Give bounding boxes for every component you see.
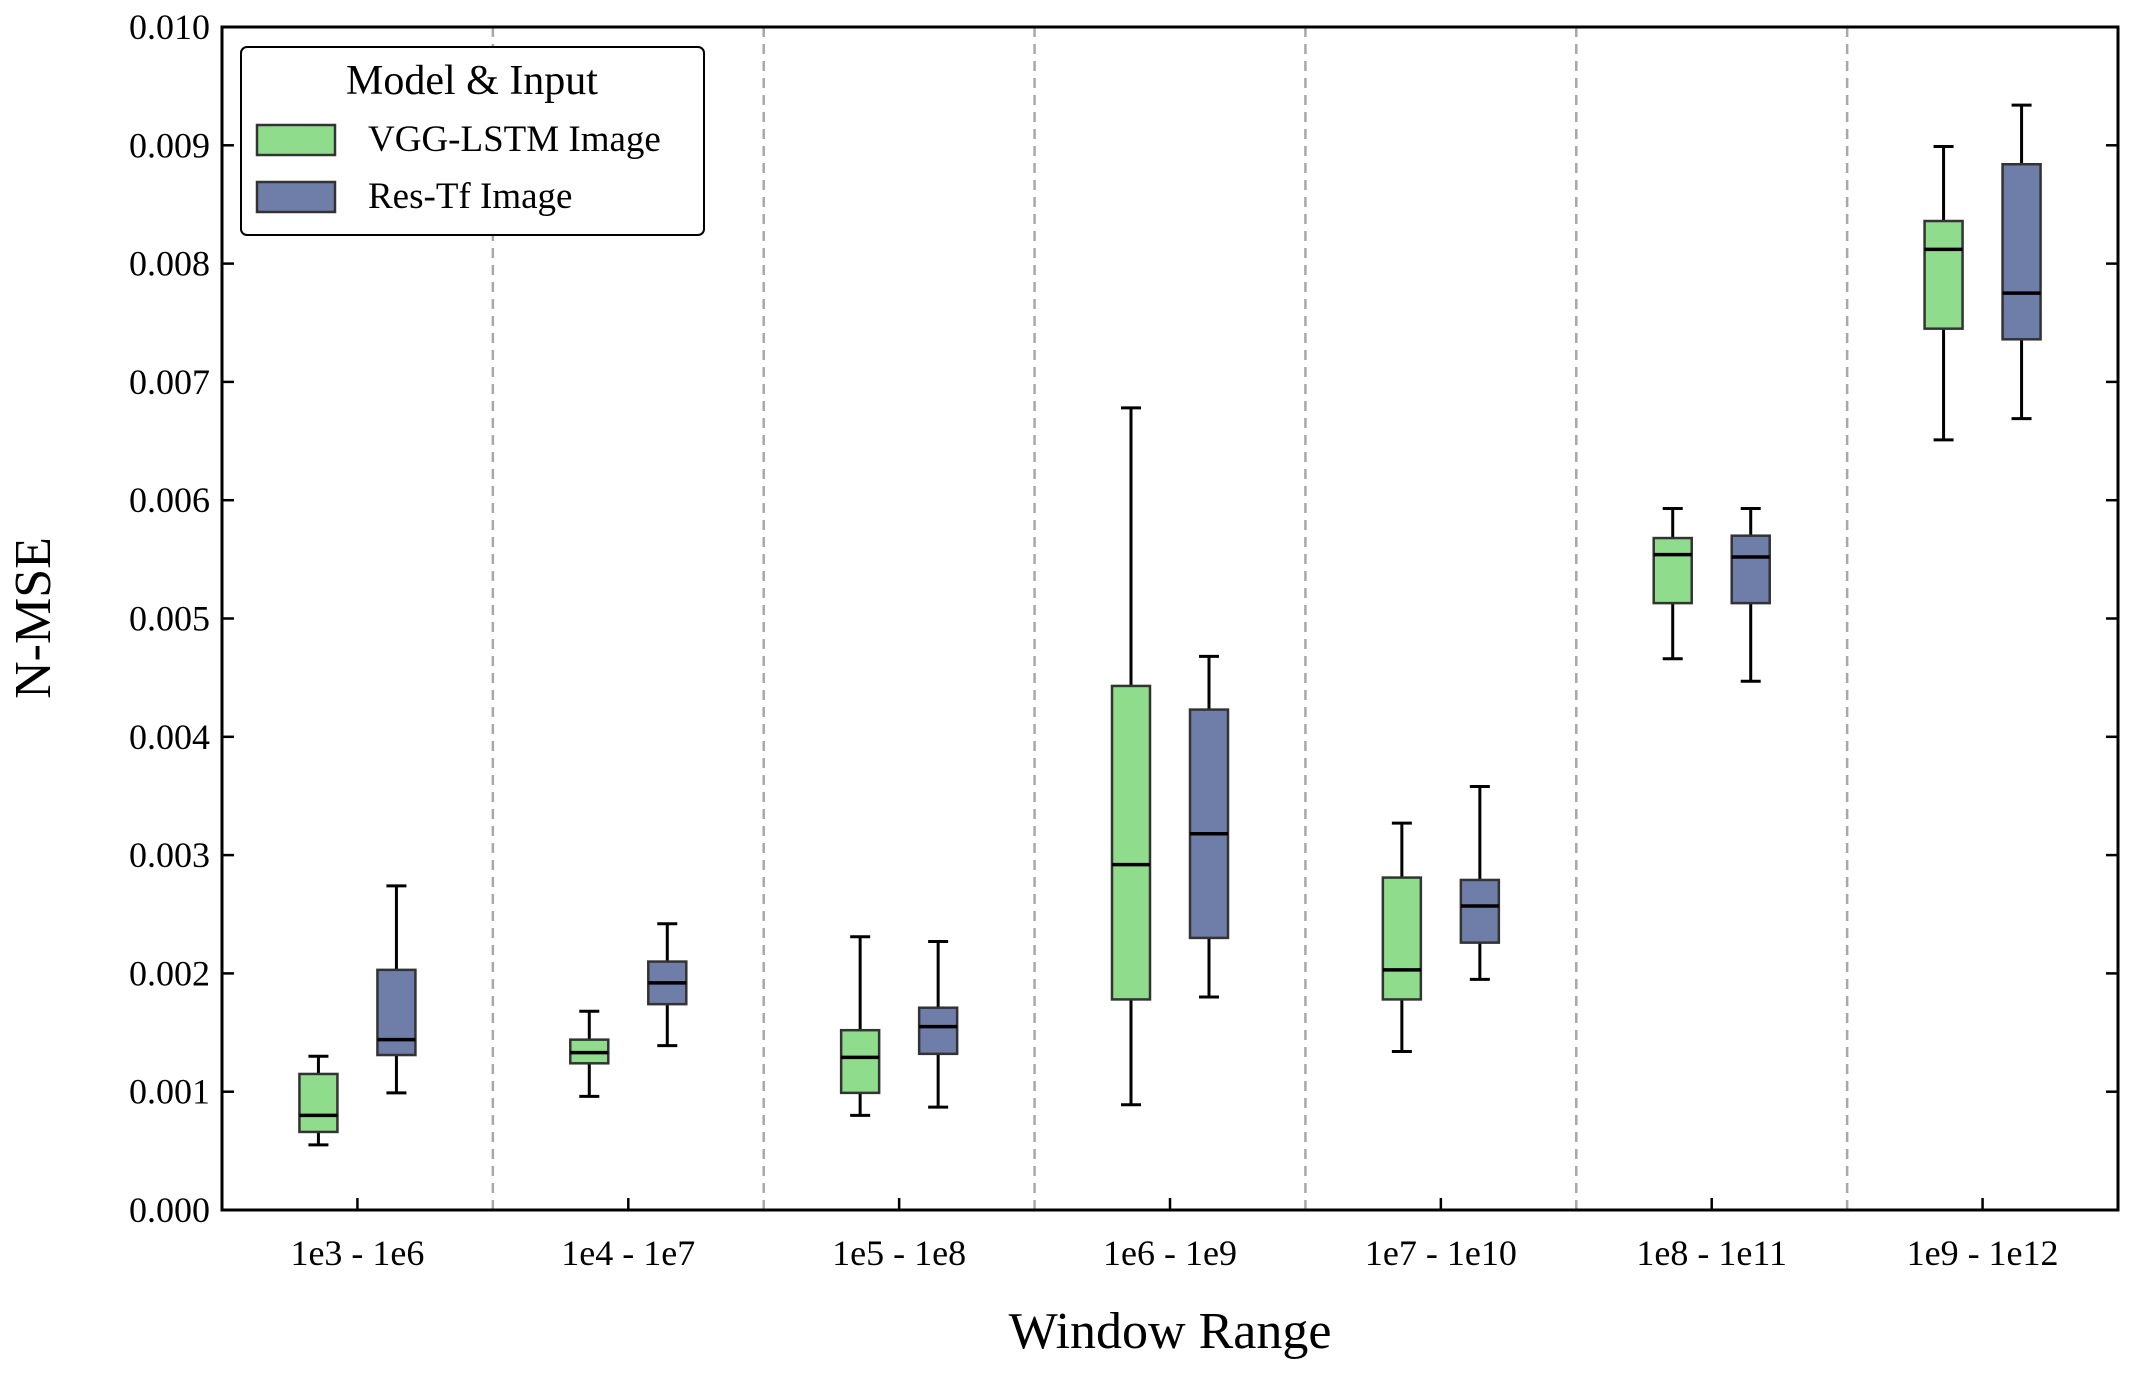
box-body — [1652, 536, 1693, 605]
box-vgg-lstm — [1110, 406, 1152, 1107]
box-vgg-lstm — [1923, 144, 1964, 442]
x-tick-label: 1e6 - 1e9 — [1103, 1233, 1237, 1273]
box-vgg-lstm — [1381, 821, 1423, 1053]
box-vgg-lstm — [839, 935, 881, 1117]
x-axis: 1e3 - 1e6 1e4 - 1e7 1e5 - 1e8 1e6 - 1e9 1e7 … — [290, 1198, 2059, 1273]
legend-label: VGG-LSTM Image — [368, 119, 661, 160]
legend: Model & Input VGG-LSTM Image Res-Tf Image — [240, 46, 705, 236]
box-res-tf — [1730, 506, 1771, 683]
x-tick-label: 1e7 - 1e10 — [1365, 1233, 1517, 1273]
y-tick-label: 0.008 — [129, 244, 210, 284]
y-tick-label: 0.004 — [129, 717, 210, 757]
x-tick-label: 1e9 - 1e12 — [1907, 1233, 2059, 1273]
x-tick-label: 1e5 - 1e8 — [832, 1233, 966, 1273]
x-tick-label: 1e3 - 1e6 — [290, 1233, 424, 1273]
box-body — [376, 968, 417, 1057]
box-res-tf — [1188, 654, 1230, 999]
legend-swatch — [255, 180, 337, 214]
x-tick-label: 1e4 - 1e7 — [561, 1233, 695, 1273]
x-axis-title: Window Range — [1009, 1303, 1332, 1360]
y-tick-label: 0.001 — [129, 1072, 210, 1112]
y-axis: 0.000 0.001 0.002 0.003 0.004 0.005 0.006 0.007… — [129, 7, 2118, 1230]
y-tick-label: 0.000 — [129, 1190, 210, 1230]
box-vgg-lstm — [1652, 506, 1693, 661]
box-body — [1110, 684, 1152, 1001]
legend-frame — [240, 46, 705, 236]
legend-title: Model & Input — [346, 58, 598, 104]
y-tick-label: 0.005 — [129, 599, 210, 639]
y-tick-label: 0.009 — [129, 125, 210, 165]
box-res-tf — [647, 922, 688, 1048]
y-tick-label: 0.003 — [129, 835, 210, 875]
box-body — [917, 1006, 959, 1056]
box-res-tf — [1459, 784, 1501, 981]
box-body — [1381, 876, 1423, 1001]
box-body — [1923, 219, 1964, 330]
y-tick-label: 0.006 — [129, 480, 210, 520]
y-axis-title: N-MSE — [5, 537, 62, 699]
box-body — [1188, 708, 1230, 940]
box-res-tf — [2001, 103, 2042, 421]
box-body — [1459, 878, 1501, 944]
y-tick-label: 0.010 — [129, 7, 210, 47]
box-vgg-lstm — [298, 1054, 339, 1147]
legend-label: Res-Tf Image — [368, 176, 572, 217]
box-body — [298, 1072, 339, 1134]
x-tick-label: 1e8 - 1e11 — [1636, 1233, 1787, 1273]
legend-swatch — [255, 123, 337, 157]
box-body — [839, 1028, 881, 1095]
box-body — [1730, 534, 1771, 605]
box-vgg-lstm — [569, 1009, 610, 1098]
y-tick-label: 0.002 — [129, 953, 210, 993]
box-plot-marks — [298, 103, 2042, 1147]
legend-entries: VGG-LSTM Image Res-Tf Image — [255, 119, 661, 217]
y-tick-label: 0.007 — [129, 362, 210, 402]
box-res-tf — [917, 939, 959, 1109]
box-body — [2001, 162, 2042, 341]
box-res-tf — [376, 884, 417, 1095]
